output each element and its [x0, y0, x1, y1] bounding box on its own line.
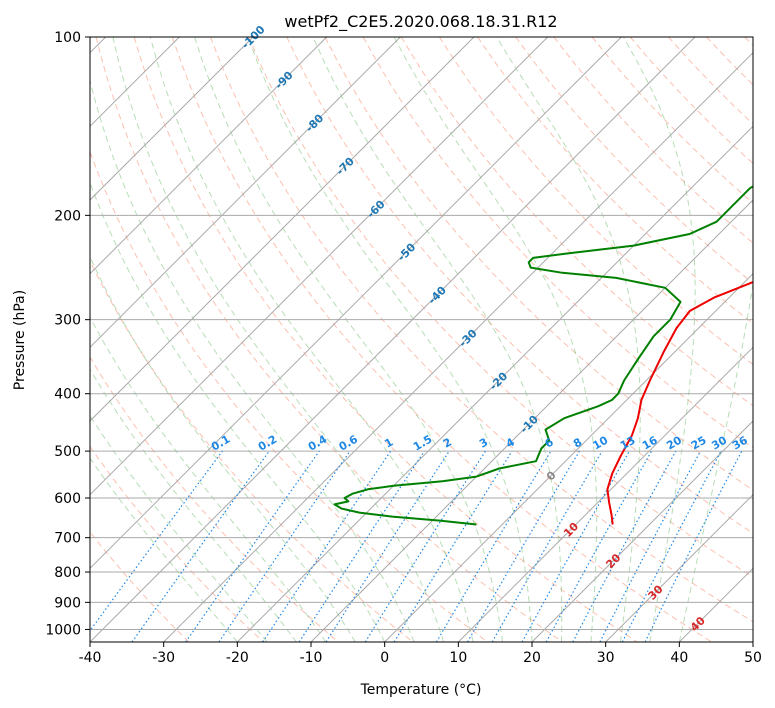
moist-adiabat-line — [393, 37, 598, 642]
x-axis-ticks: -40 -30 -20 -10 0 10 20 30 40 50 — [79, 642, 762, 666]
background-lines — [90, 37, 753, 642]
x-tick-label: -10 — [300, 650, 323, 666]
x-tick-label: 10 — [449, 650, 467, 666]
isotherm-line — [90, 37, 328, 275]
isotherm-line — [531, 420, 753, 642]
dry-adiabat-line — [90, 445, 264, 642]
moist-adiabat-line — [90, 255, 356, 642]
x-tick-label: -30 — [152, 650, 175, 666]
mixing-ratio-line — [393, 450, 513, 642]
isotherm-line — [90, 37, 696, 642]
mixing-ratio-line — [545, 450, 653, 642]
mixing-ratio-line — [131, 450, 270, 642]
dry-adiabat-line — [438, 37, 753, 366]
moist-adiabat-line — [90, 414, 268, 642]
isotherm-line — [384, 272, 753, 642]
moist-adiabat-line — [149, 37, 474, 642]
dry-adiabat-line — [210, 37, 753, 623]
x-axis-title: Temperature (°C) — [360, 682, 482, 698]
isotherm-line — [90, 37, 549, 496]
dry-adiabat-line — [133, 37, 638, 642]
profiles — [333, 185, 753, 526]
y-tick-label: 300 — [54, 313, 81, 329]
mixing-ratio-line — [218, 450, 351, 642]
y-axis-ticks: 100 200 300 400 500 600 700 800 900 1000 — [45, 30, 90, 638]
isotherm-line — [90, 37, 254, 201]
y-tick-label: 200 — [54, 208, 81, 224]
y-tick-label: 500 — [54, 444, 81, 460]
moist-adiabat-line — [90, 457, 238, 642]
mixing-ratio-lines — [90, 450, 743, 642]
isotherm-line — [90, 37, 622, 570]
x-tick-label: 0 — [380, 650, 389, 666]
x-tick-label: 30 — [597, 650, 615, 666]
dry-adiabat-line — [477, 37, 753, 325]
y-tick-label: 400 — [54, 387, 81, 403]
dry-adiabat-line — [324, 37, 753, 491]
mixing-ratio-line — [185, 450, 320, 642]
moist-adiabat-line — [247, 37, 533, 642]
mixing-ratio-line — [644, 450, 743, 642]
mixing-ratio-line — [298, 450, 425, 642]
skewed-isotherms — [90, 37, 753, 642]
moist-adiabat-line — [312, 37, 563, 642]
dry-adiabat-line — [95, 37, 563, 642]
y-tick-label: 700 — [54, 531, 81, 547]
moist-adiabat-line — [678, 280, 753, 642]
y-tick-label: 600 — [54, 491, 81, 507]
x-tick-label: 50 — [744, 650, 762, 666]
y-tick-label: 1000 — [45, 622, 81, 638]
moist-adiabat-line — [90, 181, 386, 642]
chart-title: wetPf2_C2E5.2020.068.18.31.R12 — [284, 12, 557, 32]
mixing-ratio-line — [262, 450, 392, 642]
y-tick-label: 900 — [54, 595, 81, 611]
moist-adiabat-line — [622, 37, 696, 642]
isotherm-line — [236, 125, 753, 642]
moist-adiabat-line — [90, 78, 415, 642]
isotherm-line — [90, 37, 401, 349]
plot-background — [90, 37, 753, 642]
plot-frame — [89, 36, 754, 643]
moist-adiabat-line — [112, 37, 445, 642]
isotherm-line — [310, 199, 753, 642]
y-tick-label: 800 — [54, 565, 81, 581]
dewpoint-line — [333, 185, 753, 526]
moist-adiabat-line — [90, 316, 327, 642]
y-axis-title: Pressure (hPa) — [12, 290, 28, 390]
y-tick-label: 100 — [54, 30, 81, 46]
isotherm-line — [90, 37, 475, 422]
dry-adiabat-line — [90, 150, 488, 642]
isotherm-line — [163, 51, 753, 642]
x-tick-label: -20 — [226, 650, 249, 666]
temperature-line — [606, 281, 753, 525]
isotherm-line — [457, 346, 753, 642]
moist-adiabat-line — [194, 37, 503, 642]
mixing-ratio-line — [572, 450, 677, 642]
mixing-ratio-line — [90, 450, 223, 632]
pressure-gridlines — [90, 37, 753, 630]
mixing-ratio-line — [521, 450, 631, 642]
x-tick-label: 40 — [670, 650, 688, 666]
moist-adiabat-line — [90, 368, 297, 642]
isotherm-line — [605, 493, 753, 642]
x-tick-label: 20 — [523, 650, 541, 666]
dry-adiabat-line — [90, 356, 339, 642]
x-tick-label: -40 — [79, 650, 102, 666]
mixing-ratio-line — [325, 450, 450, 642]
moist-adiabat-line — [496, 37, 641, 642]
dry-adiabat-line — [248, 37, 753, 578]
